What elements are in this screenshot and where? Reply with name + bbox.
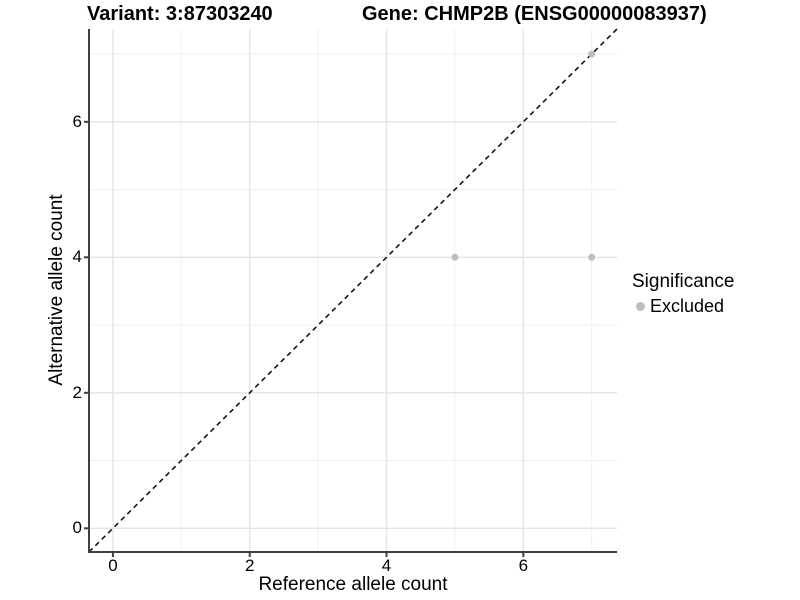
legend-title: Significance (632, 271, 735, 292)
excluded-point-icon (636, 302, 645, 311)
legend: Significance Excluded (632, 271, 734, 317)
y-axis-title: Alternative allele count (46, 194, 67, 386)
y-tick-label: 2 (72, 382, 82, 402)
plot-title-variant: Variant: 3:87303240 (87, 3, 273, 25)
x-axis-title: Reference allele count (258, 574, 448, 595)
x-tick-label: 0 (108, 556, 118, 575)
x-tick-label: 2 (244, 556, 255, 575)
x-tick-label: 4 (381, 556, 392, 575)
legend-item-label: Excluded (650, 296, 725, 316)
legend-item-excluded: Excluded (632, 296, 734, 317)
data-point (588, 50, 596, 58)
identity-dashed-line (88, 28, 618, 553)
plot-title-gene: Gene: CHMP2B (ENSG00000083937) (362, 3, 707, 25)
x-tick-label: 6 (518, 556, 529, 575)
y-tick-label: 4 (72, 247, 82, 267)
data-point (451, 253, 459, 261)
y-tick-label: 6 (72, 111, 82, 131)
y-tick-label: 0 (72, 518, 82, 538)
data-point (588, 253, 596, 261)
